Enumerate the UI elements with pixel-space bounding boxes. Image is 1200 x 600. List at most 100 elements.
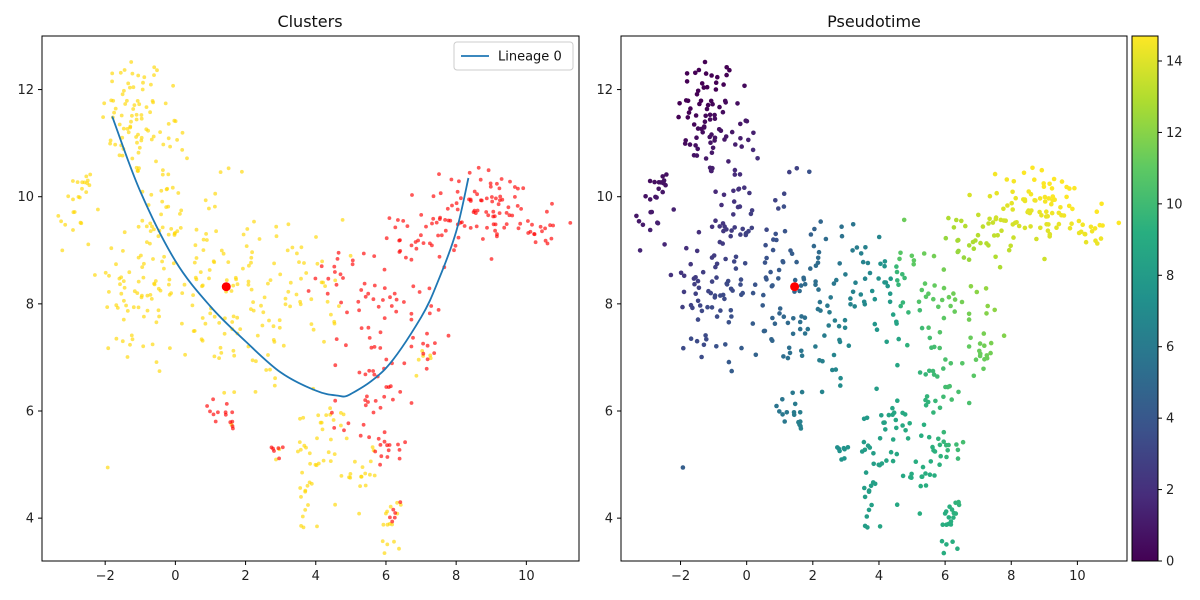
cluster-point	[302, 261, 306, 265]
pseudotime-point	[731, 212, 736, 217]
pseudotime-point	[799, 353, 805, 359]
pseudotime-point	[983, 286, 989, 291]
cluster-point	[493, 228, 497, 233]
cluster-point	[109, 246, 114, 251]
pseudotime-point	[708, 140, 713, 145]
cluster-point	[363, 471, 368, 476]
pseudotime-point	[839, 224, 844, 229]
cluster-point	[421, 351, 426, 356]
cluster-point	[166, 122, 171, 126]
cluster-point	[358, 484, 362, 488]
cluster-point	[127, 85, 132, 90]
pseudotime-point	[750, 147, 756, 153]
cluster-point	[252, 219, 256, 224]
pseudotime-x-tick-label: 0	[743, 569, 751, 584]
pseudotime-point	[763, 242, 768, 248]
pseudotime-point	[723, 134, 729, 139]
cluster-point	[230, 320, 235, 324]
cluster-point	[139, 113, 144, 117]
pseudotime-point	[781, 354, 786, 359]
pseudotime-point	[762, 260, 768, 265]
cluster-point	[452, 248, 456, 253]
pseudotime-point	[802, 281, 808, 287]
pseudotime-point	[695, 278, 701, 284]
cluster-point	[129, 60, 134, 64]
pseudotime-point	[860, 259, 866, 265]
cluster-point	[455, 207, 460, 212]
cluster-point	[230, 419, 235, 424]
cluster-point	[378, 443, 383, 447]
cluster-point	[136, 224, 141, 229]
cluster-point	[438, 215, 442, 220]
pseudotime-point	[937, 330, 943, 335]
pseudotime-point	[959, 218, 964, 224]
cluster-point	[136, 305, 141, 310]
cluster-point	[86, 242, 91, 247]
pseudotime-point	[843, 272, 848, 277]
pseudotime-point	[882, 259, 888, 264]
cluster-point	[152, 65, 157, 70]
pseudotime-point	[968, 335, 973, 341]
pseudotime-point	[877, 524, 883, 529]
pseudotime-point	[941, 439, 946, 445]
pseudotime-point	[737, 204, 743, 209]
pseudotime-point	[705, 304, 710, 310]
pseudotime-point	[877, 436, 883, 441]
cluster-point	[168, 144, 173, 149]
cluster-point	[110, 71, 115, 76]
pseudotime-point	[1067, 186, 1072, 191]
pseudotime-point	[927, 335, 933, 341]
cluster-point	[126, 81, 131, 86]
cluster-point	[136, 73, 141, 78]
cluster-point	[213, 204, 217, 209]
cluster-point	[309, 297, 314, 302]
cluster-point	[144, 105, 149, 109]
cluster-point	[467, 170, 472, 175]
cluster-point	[550, 201, 554, 206]
pseudotime-point	[887, 299, 893, 305]
cluster-point	[134, 112, 139, 117]
lineage-0-curve	[111, 116, 470, 398]
cluster-point	[80, 180, 85, 185]
pseudotime-point	[717, 104, 722, 110]
cluster-point	[409, 243, 414, 248]
pseudotime-point	[869, 288, 875, 294]
pseudotime-point	[890, 405, 895, 411]
pseudotime-point	[717, 224, 722, 229]
cluster-point	[362, 281, 367, 286]
cluster-point	[272, 449, 276, 453]
pseudotime-point	[740, 226, 745, 232]
pseudotime-point	[696, 229, 702, 235]
cluster-point	[297, 440, 302, 444]
cluster-point	[192, 260, 197, 265]
pseudotime-point	[739, 144, 744, 149]
pseudotime-point	[850, 289, 856, 295]
pseudotime-point	[926, 434, 932, 440]
cluster-point	[171, 83, 176, 88]
cluster-point	[199, 337, 204, 342]
cluster-point	[101, 115, 105, 119]
pseudotime-point	[919, 287, 925, 293]
pseudotime-point	[926, 325, 931, 331]
pseudotime-point	[1069, 221, 1074, 226]
cluster-point	[344, 436, 349, 441]
cluster-point	[257, 237, 262, 241]
pseudotime-point	[721, 82, 726, 87]
pseudotime-point	[881, 420, 886, 426]
cluster-point	[194, 277, 199, 282]
cluster-point	[71, 228, 75, 232]
cluster-point	[337, 304, 341, 308]
cluster-point	[203, 321, 208, 326]
cluster-point	[478, 177, 483, 182]
pseudotime-point	[1099, 201, 1104, 207]
pseudotime-point	[1008, 243, 1013, 249]
pseudotime-point	[713, 87, 719, 92]
pseudotime-point	[931, 410, 936, 415]
pseudotime-point	[898, 250, 903, 256]
pseudotime-point	[784, 410, 790, 415]
cluster-point	[474, 224, 479, 229]
cluster-point	[156, 234, 161, 239]
pseudotime-point	[771, 237, 776, 242]
pseudotime-point	[794, 166, 800, 171]
pseudotime-point	[733, 254, 739, 260]
